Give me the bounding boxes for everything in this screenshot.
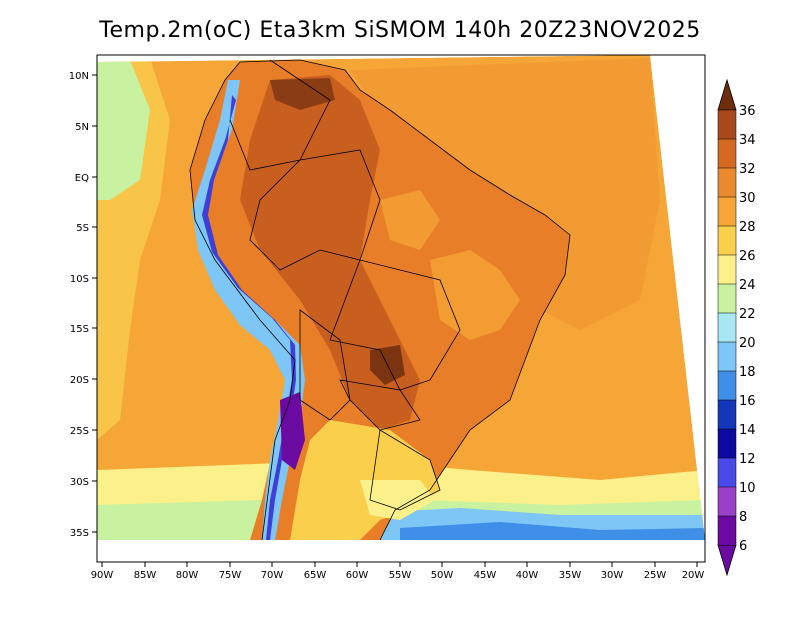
lat-label-20s: 20S <box>70 375 89 386</box>
colorbar-swatch <box>717 515 737 546</box>
colorbar-label-22: 22 <box>739 307 756 322</box>
north-hot-spot <box>270 78 335 110</box>
lat-label-5s: 5S <box>76 223 89 234</box>
colorbar-swatch <box>717 167 737 198</box>
colorbar-label-10: 10 <box>739 481 756 496</box>
lon-label-80w: 80W <box>176 570 199 581</box>
colorbar-swatch <box>717 457 737 488</box>
map-title: Temp.2m(oC) Eta3km SiSMOM 140h 20Z23NOV2… <box>99 18 701 43</box>
colorbar-bottom-arrow <box>717 544 737 577</box>
colorbar-swatch <box>717 225 737 256</box>
colorbar-label-8: 8 <box>739 510 747 525</box>
colorbar-label-12: 12 <box>739 452 756 467</box>
lat-label-35s: 35S <box>70 528 89 539</box>
lat-label-10s: 10S <box>70 274 89 285</box>
colorbar-swatch <box>717 428 737 459</box>
map-frame <box>96 54 706 563</box>
lon-label-60w: 60W <box>346 570 369 581</box>
lat-label-15s: 15S <box>70 324 89 335</box>
andes-cold-ridge <box>192 80 305 540</box>
colorbar-label-6: 6 <box>739 539 747 554</box>
colorbar-label-26: 26 <box>739 249 756 264</box>
colorbar-label-18: 18 <box>739 365 756 380</box>
andes-peak-cold <box>280 392 305 470</box>
colorbar-swatch <box>717 254 737 285</box>
lon-label-25w: 25W <box>644 570 667 581</box>
colorbar-swatch <box>717 486 737 517</box>
colorbar: 36 34 32 30 28 26 24 22 20 18 16 14 12 1… <box>717 78 756 577</box>
central-cool-patch <box>380 190 440 250</box>
colorbar-label-24: 24 <box>739 278 756 293</box>
lon-label-85w: 85W <box>134 570 157 581</box>
lon-axis: 90W 85W 80W 75W 70W 65W 60W 55W 50W 45W … <box>91 562 705 581</box>
lon-label-65w: 65W <box>304 570 327 581</box>
colorbar-swatch <box>717 370 737 401</box>
colorbar-swatch <box>717 399 737 430</box>
colorbar-swatch <box>717 341 737 372</box>
lat-label-25s: 25S <box>70 426 89 437</box>
colorbar-label-34: 34 <box>739 133 756 148</box>
lon-label-30w: 30W <box>601 570 624 581</box>
colorbar-swatch <box>717 109 737 140</box>
lon-label-40w: 40W <box>516 570 539 581</box>
lon-label-75w: 75W <box>219 570 242 581</box>
colorbar-swatch <box>717 283 737 314</box>
colorbar-label-28: 28 <box>739 220 756 235</box>
colorbar-label-14: 14 <box>739 423 756 438</box>
lat-label-30s: 30S <box>70 477 89 488</box>
colorbar-top-arrow <box>717 78 737 111</box>
south-blue-band <box>400 522 705 540</box>
lon-label-55w: 55W <box>389 570 412 581</box>
colorbar-label-16: 16 <box>739 394 756 409</box>
pacific-green-zone <box>97 60 150 200</box>
colorbar-label-20: 20 <box>739 336 756 351</box>
colorbar-label-36: 36 <box>739 104 756 119</box>
lat-label-10n: 10N <box>69 71 89 82</box>
lon-label-20w: 20W <box>682 570 705 581</box>
northeast-cool-patch <box>430 250 520 340</box>
lon-label-35w: 35W <box>559 570 582 581</box>
colorbar-swatch <box>717 196 737 227</box>
lon-label-50w: 50W <box>431 570 454 581</box>
lon-label-70w: 70W <box>261 570 284 581</box>
colorbar-swatch <box>717 312 737 343</box>
colorbar-swatch <box>717 138 737 169</box>
lat-label-eq: EQ <box>75 173 89 184</box>
colorbar-label-32: 32 <box>739 162 756 177</box>
lat-axis: 10N 5N EQ 5S 10S 15S 20S 25S 30S 35S <box>69 71 97 539</box>
lon-label-90w: 90W <box>91 570 114 581</box>
colorbar-label-30: 30 <box>739 191 756 206</box>
colorbar-swatches <box>717 109 737 546</box>
lon-label-45w: 45W <box>474 570 497 581</box>
colorbar-labels: 36 34 32 30 28 26 24 22 20 18 16 14 12 1… <box>739 104 756 554</box>
lat-label-5n: 5N <box>75 122 89 133</box>
country-borders <box>189 59 571 540</box>
uruguay-region <box>360 480 435 520</box>
